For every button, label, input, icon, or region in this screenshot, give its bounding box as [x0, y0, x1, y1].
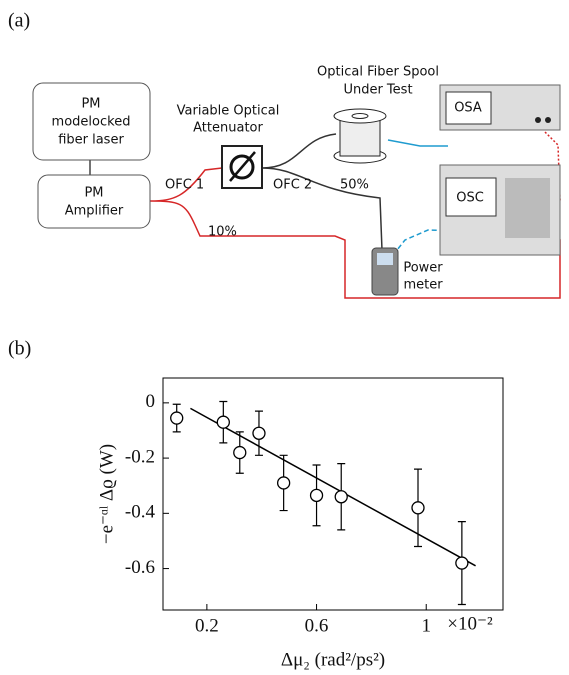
attenuator-icon	[221, 145, 263, 189]
amplifier-label: Amplifier	[65, 204, 124, 219]
power-meter-device	[371, 247, 399, 296]
ofc2-label: OFC 2	[273, 178, 312, 193]
data-point	[170, 411, 184, 425]
data-point	[309, 488, 324, 503]
x-axis-label: Δμ₂ (rad²/ps²)	[281, 649, 385, 670]
data-point	[276, 476, 291, 490]
data-point	[411, 501, 425, 515]
data-point	[252, 426, 266, 440]
y-tick-label: -0.4	[125, 502, 156, 523]
spool-label: Optical Fiber Spool	[317, 65, 439, 80]
laser-label: fiber laser	[58, 133, 124, 148]
osa-label: OSA	[454, 101, 482, 116]
laser-box	[32, 82, 151, 161]
x-tick-label: 1	[421, 615, 431, 636]
x-tick-label: 0.2	[195, 615, 219, 636]
data-point	[233, 445, 247, 460]
plot-frame	[162, 377, 504, 611]
amplifier-box	[37, 174, 151, 229]
osc-device	[439, 164, 561, 256]
fit-line	[190, 407, 476, 567]
connections	[89, 131, 561, 299]
osa-device	[439, 84, 561, 131]
data-point	[334, 490, 348, 504]
power-meter-label: meter	[403, 278, 443, 293]
data-point	[216, 415, 230, 429]
laser-label: modelocked	[52, 115, 131, 130]
attenuator-label: Attenuator	[193, 121, 263, 136]
power-meter-label: Power	[403, 261, 443, 276]
x-tick-label: 0.6	[305, 615, 329, 636]
panel-label: (a)	[8, 10, 30, 32]
panel-label: (b)	[8, 338, 31, 360]
split-label: 50%	[340, 178, 369, 193]
spool-label: Under Test	[343, 83, 412, 98]
split-label: 10%	[208, 225, 237, 240]
x-multiplier: ×10⁻²	[447, 613, 493, 634]
spool-icon	[333, 108, 387, 164]
attenuator-label: Variable Optical	[177, 104, 280, 119]
y-axis-label: −e⁻ᵅˡ Δϱ (W)	[96, 444, 117, 544]
data-point	[455, 556, 469, 570]
y-tick-label: -0.6	[125, 557, 155, 578]
laser-label: PM	[81, 97, 100, 112]
osc-label: OSC	[456, 191, 484, 206]
y-tick-label: -0.2	[125, 446, 155, 467]
y-tick-label: 0	[146, 391, 156, 412]
amplifier-label: PM	[84, 186, 103, 201]
ofc1-label: OFC 1	[165, 178, 204, 193]
